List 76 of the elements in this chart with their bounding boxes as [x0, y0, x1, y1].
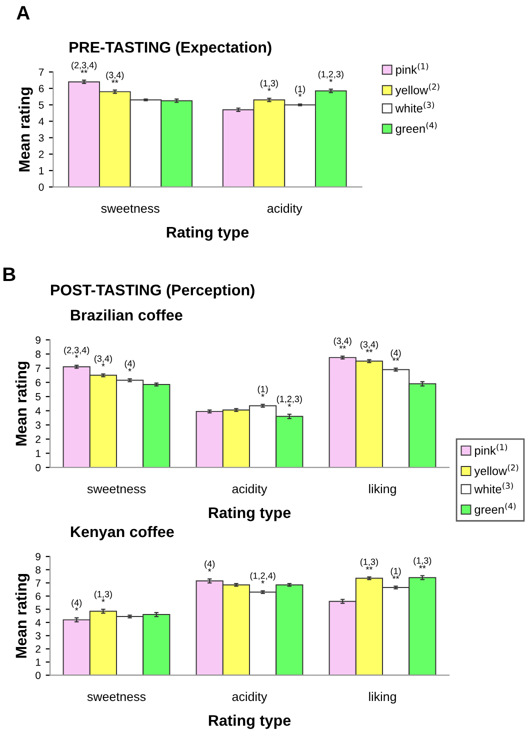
- y-tick-label: 0: [36, 672, 41, 680]
- y-tick-label: 7: [36, 364, 40, 372]
- legend-label: pink$^{(1)}$: [396, 62, 428, 76]
- y-tick-label: 2: [36, 436, 40, 443]
- annotation: (1,2,4) *: [250, 572, 276, 584]
- annotation: (3,4) *: [94, 355, 112, 366]
- text: A: [16, 6, 30, 20]
- x-tick-label: acidity: [267, 204, 302, 216]
- chart-title: Kenyan coffee: [70, 526, 174, 540]
- y-tick-label: 7: [36, 579, 40, 587]
- y-tick-label: 4: [35, 407, 41, 415]
- y-tick-label: 1: [36, 450, 40, 458]
- y-tick-label: 2: [38, 150, 44, 158]
- y-tick-label: 1: [36, 658, 40, 666]
- x-tick-label: acidity: [232, 484, 268, 496]
- annotation: (1) *: [258, 386, 268, 397]
- y-tick-label: 0: [38, 183, 44, 191]
- y-tick-label: 6: [36, 592, 41, 600]
- x-tick-label: liking: [369, 692, 396, 704]
- y-axis-title: Mean rating: [15, 362, 30, 446]
- y-tick-label: 1: [39, 167, 44, 174]
- annotation: (3,4) **: [106, 72, 124, 83]
- annotation: (1) **: [390, 568, 401, 579]
- x-tick-label: sweetness: [87, 485, 146, 494]
- y-tick-label: 6: [36, 378, 41, 386]
- y-tick-label: 6: [38, 84, 44, 92]
- annotation: (1,3) *: [260, 80, 278, 92]
- y-tick-label: 5: [38, 101, 44, 109]
- annotation: (1,3) **: [414, 557, 432, 568]
- chart-title: Brazilian coffee: [70, 309, 182, 321]
- annotation: (1,3) **: [360, 558, 378, 570]
- y-tick-label: 8: [36, 350, 41, 358]
- x-tick-label: sweetness: [87, 692, 146, 702]
- x-axis-title: Rating type: [208, 714, 291, 729]
- y-tick-label: 8: [36, 566, 41, 574]
- y-tick-label: 0: [36, 464, 41, 472]
- y-tick-label: 3: [38, 134, 44, 142]
- legend-label: white$^{(3)}$: [474, 482, 513, 494]
- y-tick-label: 9: [36, 553, 40, 560]
- legend-label: pink$^{(1)}$: [475, 444, 508, 458]
- y-tick-label: 3: [36, 632, 41, 640]
- legend-label: white$^{(3)}$: [395, 102, 434, 112]
- x-tick-label: liking: [369, 484, 396, 496]
- y-tick-label: 5: [36, 393, 41, 400]
- x-axis-title: Rating type: [166, 226, 249, 241]
- annotation: (4) *: [124, 360, 135, 372]
- legend-label: green$^{(4)}$: [396, 122, 437, 136]
- y-tick-label: 2: [36, 645, 40, 653]
- annotation: (3,4) **: [360, 340, 378, 352]
- y-axis-title: Mean rating: [18, 88, 33, 172]
- annotation: (4) *: [204, 560, 215, 572]
- legend-label: green$^{(4)}$: [474, 502, 516, 516]
- annotation: (4) *: [72, 599, 82, 611]
- y-tick-label: 4: [38, 118, 44, 126]
- x-tick-label: acidity: [232, 692, 268, 704]
- annotation: (2,3,4) *: [64, 346, 90, 358]
- text: POST-TASTING (Perception): [51, 284, 254, 298]
- annotation: (2,3,4) **: [72, 62, 97, 73]
- x-tick-label: sweetness: [101, 204, 160, 213]
- annotation: (1,2,3) *: [276, 396, 302, 407]
- annotation: (1,2,3) *: [318, 70, 344, 82]
- y-tick-label: 9: [36, 336, 40, 344]
- x-axis-title: Rating type: [208, 506, 291, 522]
- annotation: (1) *: [295, 86, 306, 97]
- legend-label: yellow$^{(2)}$: [474, 464, 518, 478]
- y-tick-label: 4: [35, 619, 41, 626]
- annotation: (3,4) **: [334, 337, 352, 349]
- chart-title: PRE-TASTING (Expectation): [70, 41, 272, 56]
- y-axis-title: Mean rating: [15, 574, 30, 658]
- legend-label: yellow$^{(2)}$: [395, 83, 440, 97]
- annotation: (1,3) *: [94, 590, 112, 602]
- text: B: [3, 268, 16, 282]
- annotation: (4) **: [390, 349, 401, 361]
- y-tick-label: 5: [36, 606, 41, 614]
- y-tick-label: 3: [36, 421, 41, 429]
- y-tick-label: 7: [38, 68, 44, 76]
